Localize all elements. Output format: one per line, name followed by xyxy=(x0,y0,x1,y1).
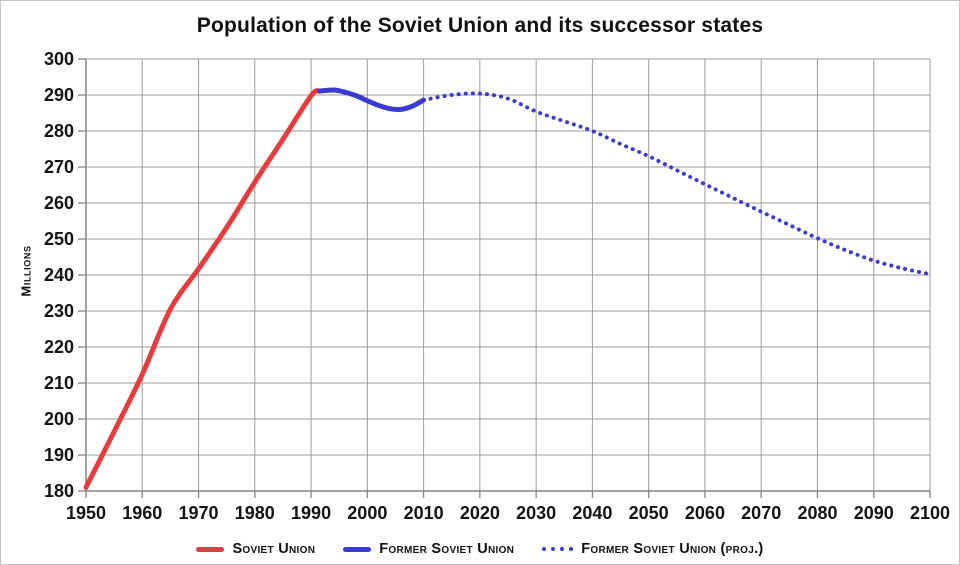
x-tick-label: 2100 xyxy=(910,503,950,523)
legend-label-former-soviet-union-proj: Former Soviet Union (proj.) xyxy=(581,541,764,557)
x-tick-label: 2040 xyxy=(572,503,612,523)
legend-red-line-icon xyxy=(196,546,225,552)
x-tick-label: 1950 xyxy=(66,503,106,523)
x-tick-label: 2000 xyxy=(347,503,387,523)
y-tick-label: 230 xyxy=(44,301,74,321)
series-line-1 xyxy=(317,87,427,113)
x-tick-label: 2010 xyxy=(404,503,444,523)
y-tick-label: 190 xyxy=(44,445,74,465)
y-tick-label: 280 xyxy=(44,121,74,141)
y-tick-label: 220 xyxy=(44,337,74,357)
legend-item-soviet-union: Soviet Union xyxy=(196,541,315,557)
legend: Soviet Union Former Soviet Union Former … xyxy=(1,541,959,557)
legend-dot xyxy=(569,547,574,551)
legend-dot xyxy=(542,547,547,551)
series-line-2 xyxy=(421,91,932,277)
x-tick-label: 2020 xyxy=(460,503,500,523)
legend-dotted-line-icon xyxy=(542,547,574,551)
y-tick-label: 300 xyxy=(44,49,74,69)
x-tick-label: 2090 xyxy=(854,503,894,523)
y-tick-label: 210 xyxy=(44,373,74,393)
y-tick-label: 180 xyxy=(44,481,74,501)
x-tick-label: 2080 xyxy=(797,503,837,523)
y-tick-label: 200 xyxy=(44,409,74,429)
legend-item-former-soviet-union: Former Soviet Union xyxy=(343,541,514,557)
legend-dot xyxy=(551,547,556,551)
x-tick-label: 2070 xyxy=(741,503,781,523)
y-tick-label: 260 xyxy=(44,193,74,213)
x-tick-label: 1990 xyxy=(291,503,331,523)
legend-blue-line-icon xyxy=(343,546,372,552)
x-tick-label: 2030 xyxy=(516,503,556,523)
x-tick-label: 1980 xyxy=(235,503,275,523)
x-tick-label: 2050 xyxy=(629,503,669,523)
chart-title: Population of the Soviet Union and its s… xyxy=(196,14,764,37)
legend-label-soviet-union: Soviet Union xyxy=(232,541,316,557)
legend-label-former-soviet-union: Former Soviet Union xyxy=(379,541,515,557)
legend-item-former-soviet-union-proj: Former Soviet Union (proj.) xyxy=(542,541,763,557)
legend-dot xyxy=(560,547,565,551)
y-tick-label: 240 xyxy=(44,265,74,285)
x-tick-label: 1960 xyxy=(122,503,162,523)
y-tick-label: 270 xyxy=(44,157,74,177)
x-tick-label: 1970 xyxy=(179,503,219,523)
y-tick-label: 250 xyxy=(44,229,74,249)
series-line-0 xyxy=(83,88,323,490)
y-tick-label: 290 xyxy=(44,85,74,105)
x-tick-label: 2060 xyxy=(685,503,725,523)
